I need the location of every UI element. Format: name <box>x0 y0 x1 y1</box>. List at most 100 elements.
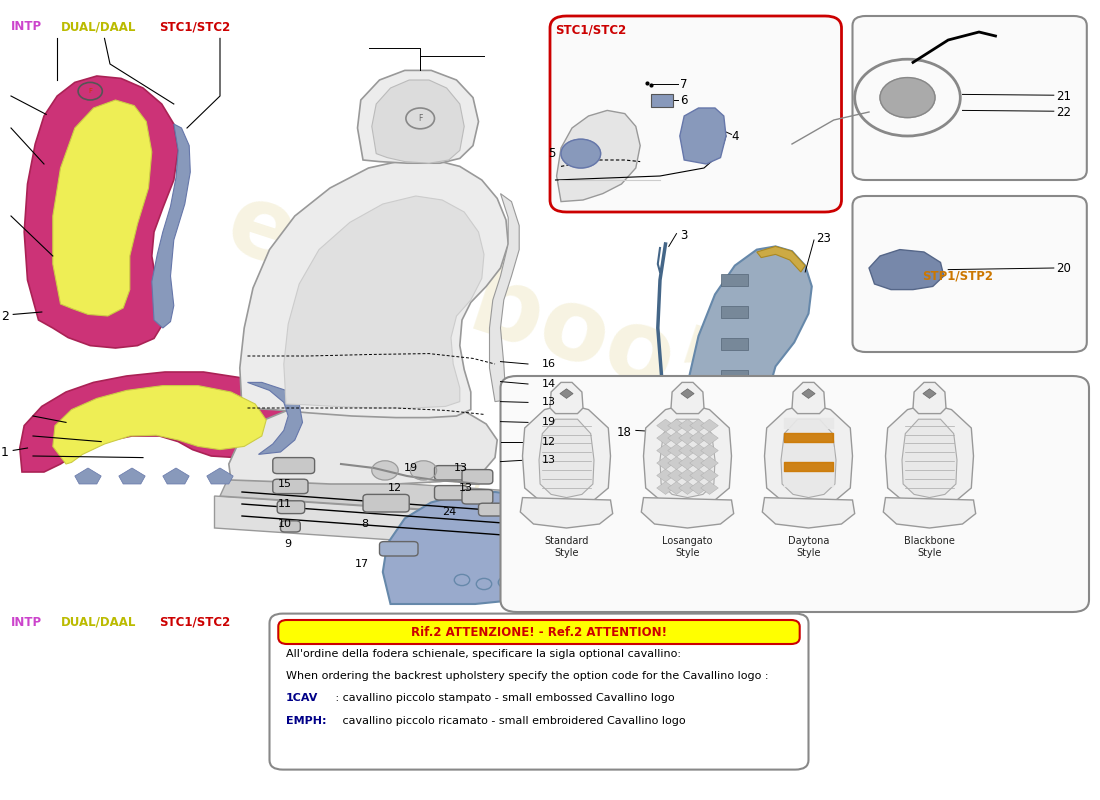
Text: 7: 7 <box>680 78 688 90</box>
Polygon shape <box>902 419 957 498</box>
Polygon shape <box>681 389 694 398</box>
Text: F: F <box>418 114 422 123</box>
Polygon shape <box>152 124 190 328</box>
Polygon shape <box>913 382 946 414</box>
Text: DUAL/DAAL: DUAL/DAAL <box>60 20 136 34</box>
Text: 19: 19 <box>404 463 418 473</box>
Bar <box>720 466 748 478</box>
FancyBboxPatch shape <box>434 466 465 480</box>
Polygon shape <box>668 419 685 432</box>
Polygon shape <box>657 419 674 432</box>
Text: 20: 20 <box>1056 262 1071 274</box>
Polygon shape <box>657 457 674 470</box>
Text: Daytona
Style: Daytona Style <box>788 536 829 558</box>
Text: Rif.2 ATTENZIONE! - Ref.2 ATTENTION!: Rif.2 ATTENZIONE! - Ref.2 ATTENTION! <box>411 626 667 638</box>
Polygon shape <box>886 404 974 504</box>
Polygon shape <box>679 469 696 482</box>
Polygon shape <box>690 457 707 470</box>
Polygon shape <box>358 70 478 163</box>
Polygon shape <box>690 469 707 482</box>
Polygon shape <box>657 469 674 482</box>
Text: INTP: INTP <box>11 616 42 629</box>
Text: F: F <box>88 88 92 94</box>
Circle shape <box>372 461 398 480</box>
FancyBboxPatch shape <box>500 376 1089 612</box>
Text: 12: 12 <box>542 437 557 446</box>
Text: 16: 16 <box>542 359 557 369</box>
Polygon shape <box>679 419 696 432</box>
Polygon shape <box>668 482 685 494</box>
FancyBboxPatch shape <box>273 479 308 494</box>
Circle shape <box>410 461 437 480</box>
Text: 3: 3 <box>680 229 688 242</box>
Polygon shape <box>560 389 573 398</box>
Polygon shape <box>762 498 855 528</box>
Polygon shape <box>522 404 611 504</box>
Polygon shape <box>701 419 718 432</box>
Text: 11: 11 <box>277 499 292 509</box>
Text: 1CAV: 1CAV <box>286 694 318 703</box>
Bar <box>720 530 748 542</box>
Text: 14: 14 <box>542 379 557 389</box>
Polygon shape <box>163 468 189 484</box>
Polygon shape <box>20 372 295 472</box>
Polygon shape <box>657 432 674 445</box>
Circle shape <box>561 139 601 168</box>
Text: 13: 13 <box>542 398 557 407</box>
Text: STC1/STC2: STC1/STC2 <box>160 20 231 34</box>
Text: 4: 4 <box>732 130 739 142</box>
Polygon shape <box>690 482 707 494</box>
Text: Blackbone
Style: Blackbone Style <box>904 536 955 558</box>
Text: STC1/STC2: STC1/STC2 <box>556 23 627 37</box>
Polygon shape <box>701 469 718 482</box>
FancyBboxPatch shape <box>852 16 1087 180</box>
FancyBboxPatch shape <box>278 620 800 644</box>
Text: Standard
Style: Standard Style <box>544 536 588 558</box>
Polygon shape <box>284 196 484 408</box>
FancyBboxPatch shape <box>550 16 842 212</box>
Text: 1: 1 <box>1 446 9 458</box>
Polygon shape <box>557 110 640 202</box>
Text: euroboo5: euroboo5 <box>214 175 754 433</box>
Text: DUAL/DAAL: DUAL/DAAL <box>60 616 136 629</box>
Polygon shape <box>520 498 613 528</box>
Text: 13: 13 <box>453 463 468 473</box>
Text: 23: 23 <box>816 232 832 245</box>
Polygon shape <box>75 468 101 484</box>
Polygon shape <box>240 160 508 418</box>
Text: cavallino piccolo ricamato - small embroidered Cavallino logo: cavallino piccolo ricamato - small embro… <box>339 716 685 726</box>
FancyBboxPatch shape <box>277 501 305 514</box>
Polygon shape <box>668 432 685 445</box>
Text: All'ordine della fodera schienale, specificare la sigla optional cavallino:: All'ordine della fodera schienale, speci… <box>286 649 681 658</box>
Text: 12: 12 <box>387 483 402 493</box>
Polygon shape <box>701 432 718 445</box>
Polygon shape <box>53 386 266 464</box>
Polygon shape <box>214 496 572 552</box>
FancyBboxPatch shape <box>852 196 1087 352</box>
Polygon shape <box>383 492 588 604</box>
Polygon shape <box>550 382 583 414</box>
Text: 10: 10 <box>277 519 292 529</box>
Text: When ordering the backrest upholstery specify the option code for the Cavallino : When ordering the backrest upholstery sp… <box>286 671 769 681</box>
Polygon shape <box>657 482 674 494</box>
Text: 18: 18 <box>616 426 631 438</box>
FancyBboxPatch shape <box>363 494 409 512</box>
Polygon shape <box>701 457 718 470</box>
Bar <box>720 402 748 414</box>
Text: 13: 13 <box>459 483 473 493</box>
Text: STC1/STC2: STC1/STC2 <box>160 616 231 629</box>
Polygon shape <box>883 498 976 528</box>
FancyBboxPatch shape <box>379 542 418 556</box>
Polygon shape <box>680 108 726 164</box>
Circle shape <box>880 78 935 118</box>
Text: 15: 15 <box>277 479 292 489</box>
FancyBboxPatch shape <box>434 486 468 500</box>
FancyBboxPatch shape <box>273 458 315 474</box>
Polygon shape <box>119 468 145 484</box>
Polygon shape <box>657 444 674 457</box>
Polygon shape <box>679 482 696 494</box>
Polygon shape <box>644 404 732 504</box>
Text: 21: 21 <box>1056 90 1071 102</box>
Bar <box>720 434 748 446</box>
Polygon shape <box>690 444 707 457</box>
